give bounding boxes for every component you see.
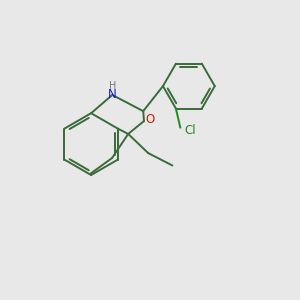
- Text: Cl: Cl: [184, 124, 196, 136]
- Text: O: O: [146, 113, 155, 126]
- Text: N: N: [108, 88, 117, 101]
- Text: H: H: [109, 80, 116, 91]
